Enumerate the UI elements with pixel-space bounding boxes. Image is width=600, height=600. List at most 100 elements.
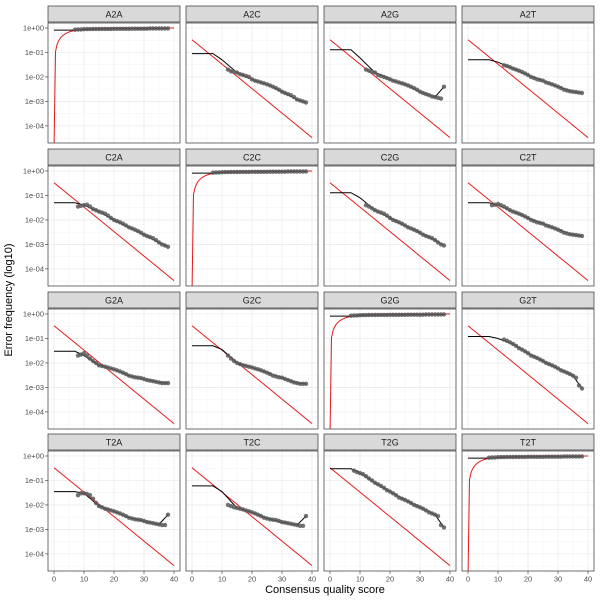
x-tick-label: 0 bbox=[466, 575, 470, 584]
observed-error-point bbox=[303, 513, 309, 519]
observed-error-point bbox=[87, 204, 93, 209]
y-tick-label: 1e-01 bbox=[25, 476, 44, 485]
x-tick-label: 10 bbox=[218, 575, 226, 584]
observed-error-point bbox=[87, 493, 93, 498]
panel-marks bbox=[467, 39, 589, 138]
panel-marks bbox=[53, 26, 174, 143]
y-tick-label: 1e+00 bbox=[23, 310, 44, 319]
observed-error-point bbox=[372, 70, 378, 75]
x-tick-label: 20 bbox=[248, 575, 256, 584]
observed-error-point bbox=[438, 96, 444, 101]
y-axis-title: Error frequency (log10) bbox=[3, 243, 15, 356]
observed-error-point bbox=[441, 84, 447, 89]
observed-error-point bbox=[153, 237, 159, 243]
panel-marks bbox=[467, 325, 589, 424]
panel-border bbox=[47, 165, 181, 287]
observed-error-point bbox=[228, 356, 234, 361]
observed-error-point bbox=[162, 522, 168, 528]
facet-strip bbox=[185, 5, 319, 23]
x-tick-label: 0 bbox=[52, 575, 56, 584]
nominal-error-line bbox=[467, 182, 589, 281]
panel-border bbox=[323, 308, 457, 430]
facet-strip-label: T2C bbox=[243, 438, 261, 448]
panel-border bbox=[461, 165, 595, 287]
observed-error-point bbox=[441, 243, 447, 248]
y-tick-label: 1e-03 bbox=[25, 97, 44, 106]
x-tick-label: 10 bbox=[494, 575, 502, 584]
facet-strip bbox=[461, 148, 595, 166]
x-tick-label: 30 bbox=[278, 575, 286, 584]
observed-error-point bbox=[369, 478, 375, 483]
nominal-error-line bbox=[191, 325, 313, 424]
facet-strip bbox=[47, 148, 181, 166]
y-tick-label: 1e-02 bbox=[25, 216, 44, 225]
nominal-error-line bbox=[467, 325, 589, 424]
y-tick-label: 1e-01 bbox=[25, 48, 44, 57]
panel-grid bbox=[462, 451, 594, 571]
nominal-error-line bbox=[191, 467, 313, 566]
facet-strip-label: A2T bbox=[520, 10, 537, 20]
observed-error-point bbox=[93, 360, 99, 366]
panel-grid bbox=[186, 451, 318, 571]
panel-t2a: T2A 1e+00 1e-01 1e-02 1e-03 1e-04 0 10 20 30 40 bbox=[23, 433, 181, 584]
panel-marks bbox=[53, 182, 175, 281]
panel-c2a: C2A 1e+00 1e-01 1e-02 1e-03 1e-04 bbox=[23, 148, 181, 287]
x-tick-label: 30 bbox=[140, 575, 148, 584]
observed-error-point bbox=[393, 493, 399, 498]
x-tick-label: 20 bbox=[386, 575, 394, 584]
observed-error-point bbox=[246, 74, 252, 80]
x-tick-label: 20 bbox=[110, 575, 118, 584]
facet-strip bbox=[461, 5, 595, 23]
facet-strip-label: G2C bbox=[243, 296, 262, 306]
x-tick-label: 30 bbox=[416, 575, 424, 584]
facet-strip-label: C2A bbox=[105, 153, 123, 163]
panel-border bbox=[185, 165, 319, 287]
panel-marks bbox=[191, 169, 312, 286]
panel-grid bbox=[48, 309, 180, 429]
facet-strip-label: G2T bbox=[519, 296, 537, 306]
panel-g2g: G2G bbox=[323, 291, 457, 430]
x-tick-label: 20 bbox=[524, 575, 532, 584]
panel-border bbox=[47, 22, 181, 144]
facet-strip bbox=[323, 291, 457, 309]
y-tick-label: 1e-04 bbox=[25, 264, 44, 273]
panel-grid bbox=[186, 166, 318, 286]
facet-strip bbox=[185, 291, 319, 309]
observed-error-point bbox=[90, 496, 96, 501]
nominal-error-line bbox=[329, 182, 451, 281]
panel-a2t: A2T bbox=[461, 5, 595, 144]
x-tick-label: 0 bbox=[328, 575, 332, 584]
facet-panels: A2A 1e+00 1e-01 1e-02 1e-03 1e-04 A2C A2G A2T C2A… bbox=[23, 5, 595, 584]
y-tick-label: 1e-02 bbox=[25, 501, 44, 510]
panel-marks bbox=[329, 182, 451, 281]
facet-strip bbox=[323, 148, 457, 166]
observed-error-point bbox=[291, 94, 297, 100]
observed-error-point bbox=[300, 523, 306, 528]
observed-error-point bbox=[93, 500, 99, 506]
observed-error-point bbox=[432, 237, 438, 243]
facet-strip-label: C2T bbox=[519, 153, 537, 163]
observed-error-point bbox=[303, 381, 309, 386]
facet-strip-label: A2C bbox=[243, 10, 261, 20]
observed-error-point bbox=[165, 512, 171, 517]
y-tick-label: 1e+00 bbox=[23, 452, 44, 461]
panel-g2t: G2T bbox=[461, 291, 595, 430]
observed-error-point bbox=[438, 522, 444, 528]
observed-error-point bbox=[441, 312, 447, 317]
facet-strip-label: T2T bbox=[520, 438, 537, 448]
facet-strip-label: G2A bbox=[105, 296, 123, 306]
observed-error-point bbox=[381, 485, 387, 490]
observed-error-point bbox=[87, 356, 93, 361]
nominal-error-line bbox=[53, 182, 175, 281]
panel-marks bbox=[329, 39, 451, 138]
nominal-error-line bbox=[329, 467, 451, 566]
facet-strip-label: A2A bbox=[105, 10, 122, 20]
x-tick-label: 40 bbox=[584, 575, 592, 584]
facet-strip-label: G2G bbox=[380, 296, 399, 306]
panel-marks bbox=[53, 325, 175, 424]
observed-error-point bbox=[81, 351, 87, 356]
observed-error-point bbox=[165, 26, 171, 31]
observed-error-point bbox=[579, 233, 585, 239]
panel-marks bbox=[191, 325, 313, 424]
